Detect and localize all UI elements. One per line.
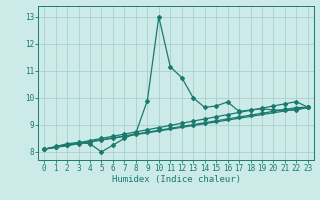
X-axis label: Humidex (Indice chaleur): Humidex (Indice chaleur) <box>111 175 241 184</box>
